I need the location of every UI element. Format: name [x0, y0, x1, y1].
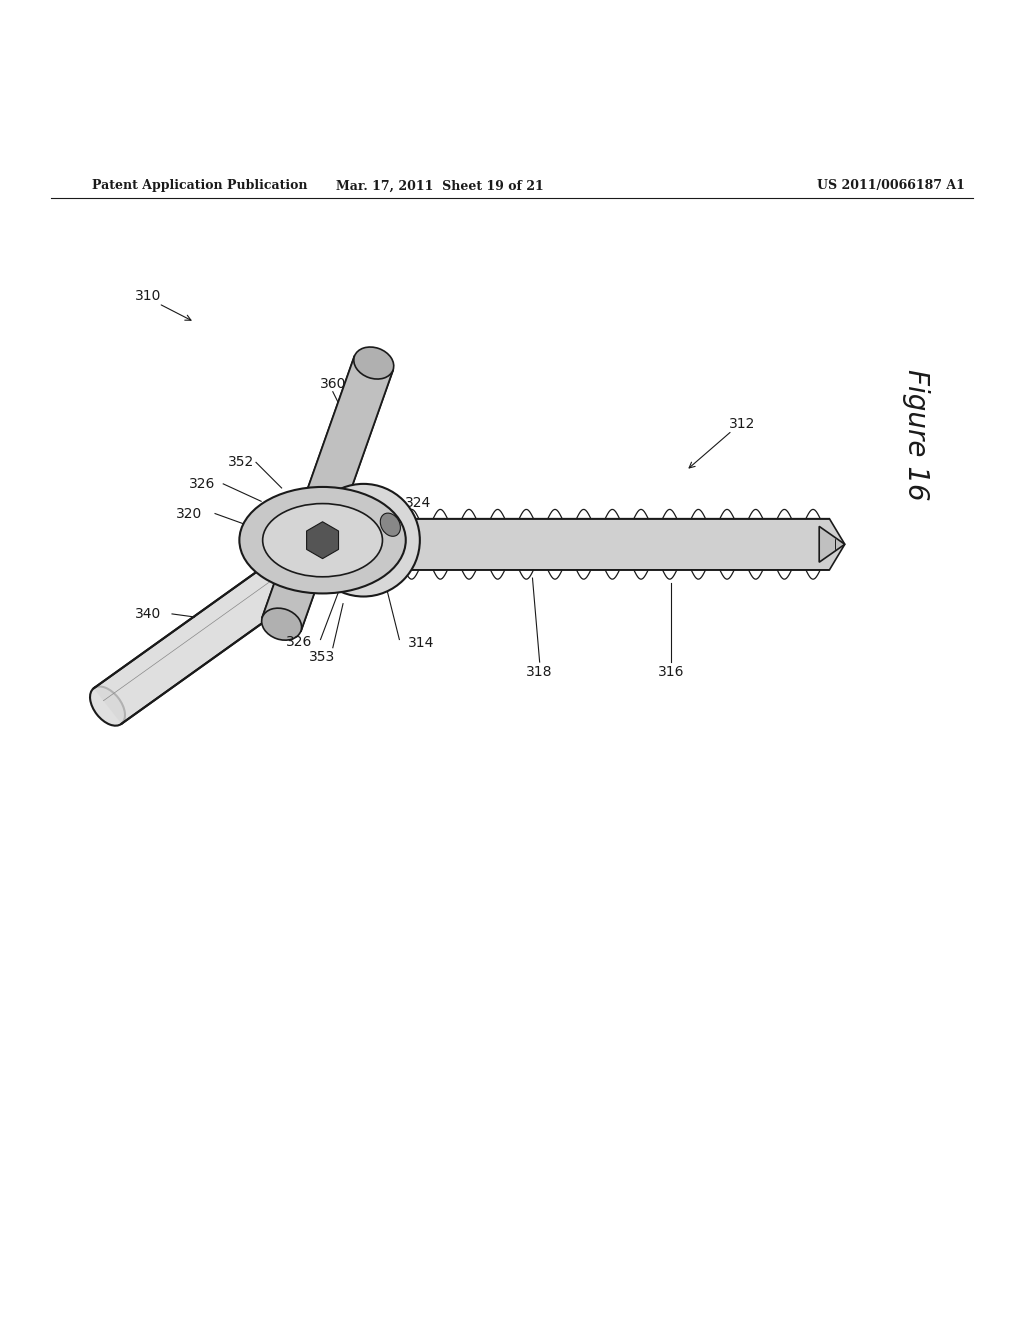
Text: Figure 16: Figure 16	[902, 368, 931, 500]
Text: 340: 340	[135, 607, 162, 620]
Text: 353: 353	[309, 649, 336, 664]
Text: US 2011/0066187 A1: US 2011/0066187 A1	[817, 180, 965, 193]
Ellipse shape	[240, 487, 406, 594]
Text: Mar. 17, 2011  Sheet 19 of 21: Mar. 17, 2011 Sheet 19 of 21	[337, 180, 544, 193]
Ellipse shape	[327, 513, 347, 536]
Text: 318: 318	[526, 665, 553, 680]
Circle shape	[307, 484, 420, 597]
Polygon shape	[306, 521, 339, 558]
Text: 360: 360	[319, 376, 346, 391]
Ellipse shape	[353, 347, 394, 379]
Text: 326: 326	[188, 477, 215, 491]
Ellipse shape	[262, 504, 383, 577]
Ellipse shape	[261, 609, 302, 640]
Text: 320: 320	[176, 507, 203, 520]
Polygon shape	[394, 519, 845, 570]
Text: 326: 326	[286, 635, 312, 648]
Text: 310: 310	[135, 289, 162, 304]
Ellipse shape	[90, 686, 125, 726]
Text: 324: 324	[404, 496, 431, 511]
Ellipse shape	[380, 513, 400, 536]
Text: 314: 314	[408, 636, 434, 649]
Polygon shape	[819, 527, 845, 562]
Text: Patent Application Publication: Patent Application Publication	[92, 180, 307, 193]
Text: 312: 312	[729, 417, 756, 432]
Polygon shape	[93, 543, 327, 723]
Text: 316: 316	[657, 665, 684, 680]
Polygon shape	[262, 356, 393, 631]
Text: 352: 352	[227, 455, 254, 470]
